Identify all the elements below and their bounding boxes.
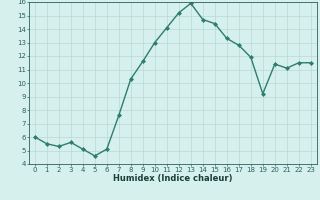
X-axis label: Humidex (Indice chaleur): Humidex (Indice chaleur)	[113, 174, 233, 183]
